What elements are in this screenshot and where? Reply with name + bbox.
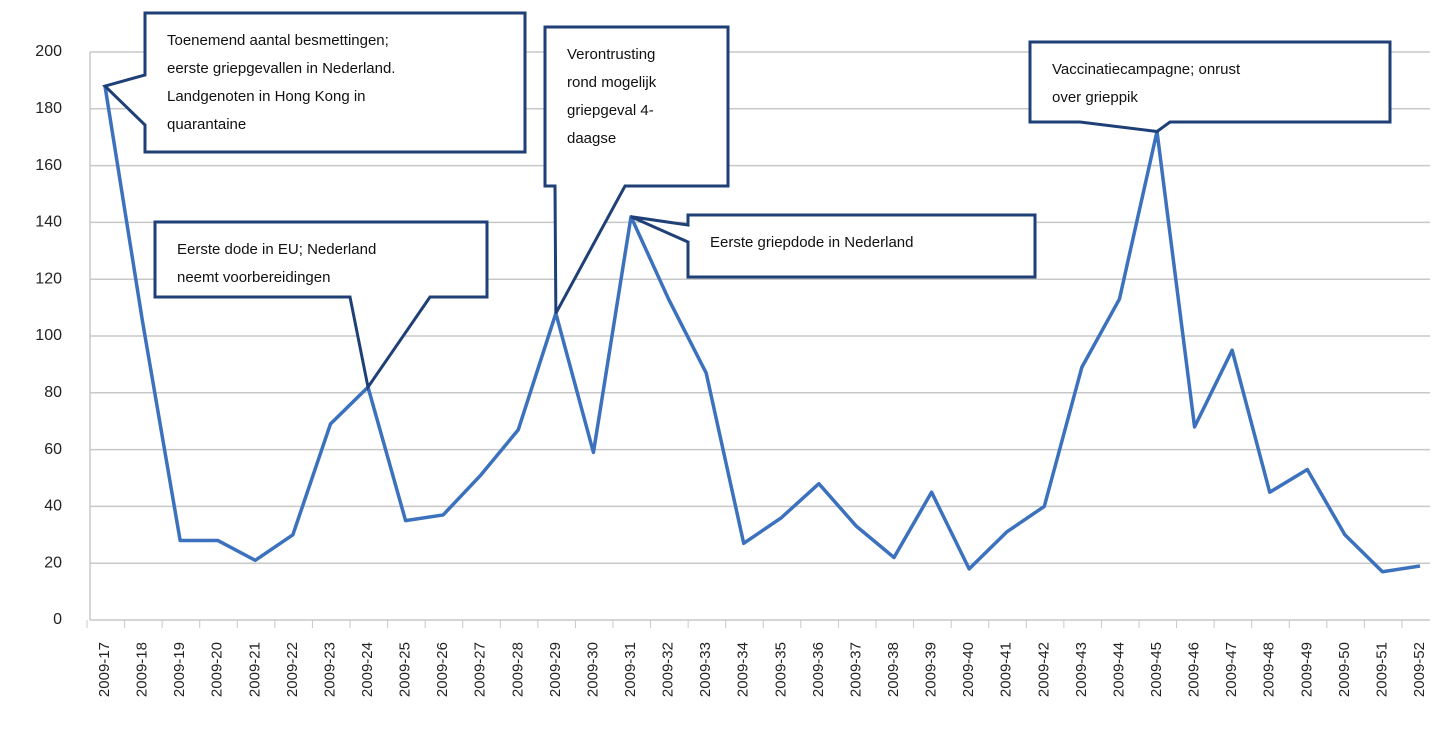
x-tick-label: 2009-27 bbox=[472, 642, 489, 697]
x-tick-label: 2009-33 bbox=[697, 642, 714, 697]
x-tick-label: 2009-17 bbox=[96, 642, 113, 697]
x-tick-label: 2009-37 bbox=[847, 642, 864, 697]
x-tick-label: 2009-38 bbox=[885, 642, 902, 697]
y-tick-label: 40 bbox=[44, 498, 62, 515]
callout-text: Vaccinatiecampagne; onrust bbox=[1052, 61, 1241, 78]
y-tick-label: 100 bbox=[35, 327, 62, 344]
x-tick-label: 2009-26 bbox=[434, 642, 451, 697]
callout-box bbox=[1028, 40, 1392, 134]
x-tick-label: 2009-40 bbox=[960, 642, 977, 697]
callout-box bbox=[102, 11, 527, 154]
x-tick-label: 2009-34 bbox=[735, 642, 752, 697]
x-tick-label: 2009-30 bbox=[584, 642, 601, 697]
callout-text: rond mogelijk bbox=[567, 74, 657, 91]
callout-text: Eerste griepdode in Nederland bbox=[710, 234, 913, 251]
x-tick-label: 2009-50 bbox=[1336, 642, 1353, 697]
x-tick-label: 2009-35 bbox=[772, 642, 789, 697]
callout: Eerste dode in EU; Nederland neemt voorbe… bbox=[153, 220, 489, 391]
y-tick-label: 0 bbox=[53, 611, 62, 628]
callout-text: Landgenoten in Hong Kong in bbox=[167, 88, 366, 105]
x-tick-label: 2009-45 bbox=[1148, 642, 1165, 697]
callout: Vaccinatiecampagne; onrust over grieppik bbox=[1028, 40, 1392, 134]
x-tick-label: 2009-21 bbox=[246, 642, 263, 697]
callout-text: quarantaine bbox=[167, 116, 246, 133]
callout-text: over grieppik bbox=[1052, 89, 1138, 106]
callout-text: griepgeval 4- bbox=[567, 102, 654, 119]
x-tick-label: 2009-24 bbox=[359, 642, 376, 697]
x-tick-label: 2009-32 bbox=[660, 642, 677, 697]
callout-text: Toenemend aantal besmettingen; bbox=[167, 32, 389, 49]
x-tick-label: 2009-51 bbox=[1373, 642, 1390, 697]
x-tick-label: 2009-46 bbox=[1186, 642, 1203, 697]
callout-text: daagse bbox=[567, 130, 616, 147]
x-tick-label: 2009-29 bbox=[547, 642, 564, 697]
x-tick-label: 2009-36 bbox=[810, 642, 827, 697]
x-tick-label: 2009-52 bbox=[1411, 642, 1428, 697]
x-tick-label: 2009-41 bbox=[998, 642, 1015, 697]
x-tick-label: 2009-22 bbox=[284, 642, 301, 697]
callout: Eerste griepdode in Nederland bbox=[630, 213, 1037, 279]
callout-text: Verontrusting bbox=[567, 46, 655, 63]
callout-box bbox=[153, 220, 489, 391]
x-tick-label: 2009-31 bbox=[622, 642, 639, 697]
x-tick-label: 2009-39 bbox=[923, 642, 940, 697]
x-tick-label: 2009-20 bbox=[209, 642, 226, 697]
x-tick-label: 2009-47 bbox=[1223, 642, 1240, 697]
x-tick-label: 2009-48 bbox=[1261, 642, 1278, 697]
callout-box bbox=[630, 213, 1037, 279]
x-tick-label: 2009-25 bbox=[397, 642, 414, 697]
x-tick-label: 2009-28 bbox=[509, 642, 526, 697]
y-tick-label: 80 bbox=[44, 384, 62, 401]
y-tick-label: 200 bbox=[35, 43, 62, 60]
callout-text: eerste griepgevallen in Nederland. bbox=[167, 60, 395, 77]
y-tick-label: 20 bbox=[44, 554, 62, 571]
x-tick-label: 2009-23 bbox=[321, 642, 338, 697]
x-tick-label: 2009-44 bbox=[1110, 642, 1127, 697]
data-line bbox=[103, 85, 1421, 574]
y-tick-label: 140 bbox=[35, 214, 62, 231]
y-tick-label: 180 bbox=[35, 100, 62, 117]
x-tick-label: 2009-19 bbox=[171, 642, 188, 697]
y-tick-label: 120 bbox=[35, 270, 62, 287]
x-tick-label: 2009-18 bbox=[134, 642, 151, 697]
x-tick-label: 2009-49 bbox=[1298, 642, 1315, 697]
callout: Verontrusting rond mogelijk griepgeval 4- d… bbox=[543, 25, 730, 314]
x-tick-label: 2009-42 bbox=[1035, 642, 1052, 697]
callout-box bbox=[543, 25, 730, 314]
callout-text: Eerste dode in EU; Nederland bbox=[177, 241, 376, 258]
callout: Toenemend aantal besmettingen; eerste gri… bbox=[102, 11, 527, 154]
y-tick-label: 160 bbox=[35, 157, 62, 174]
y-tick-label: 60 bbox=[44, 441, 62, 458]
x-tick-label: 2009-43 bbox=[1073, 642, 1090, 697]
callout-text: neemt voorbereidingen bbox=[177, 269, 330, 286]
